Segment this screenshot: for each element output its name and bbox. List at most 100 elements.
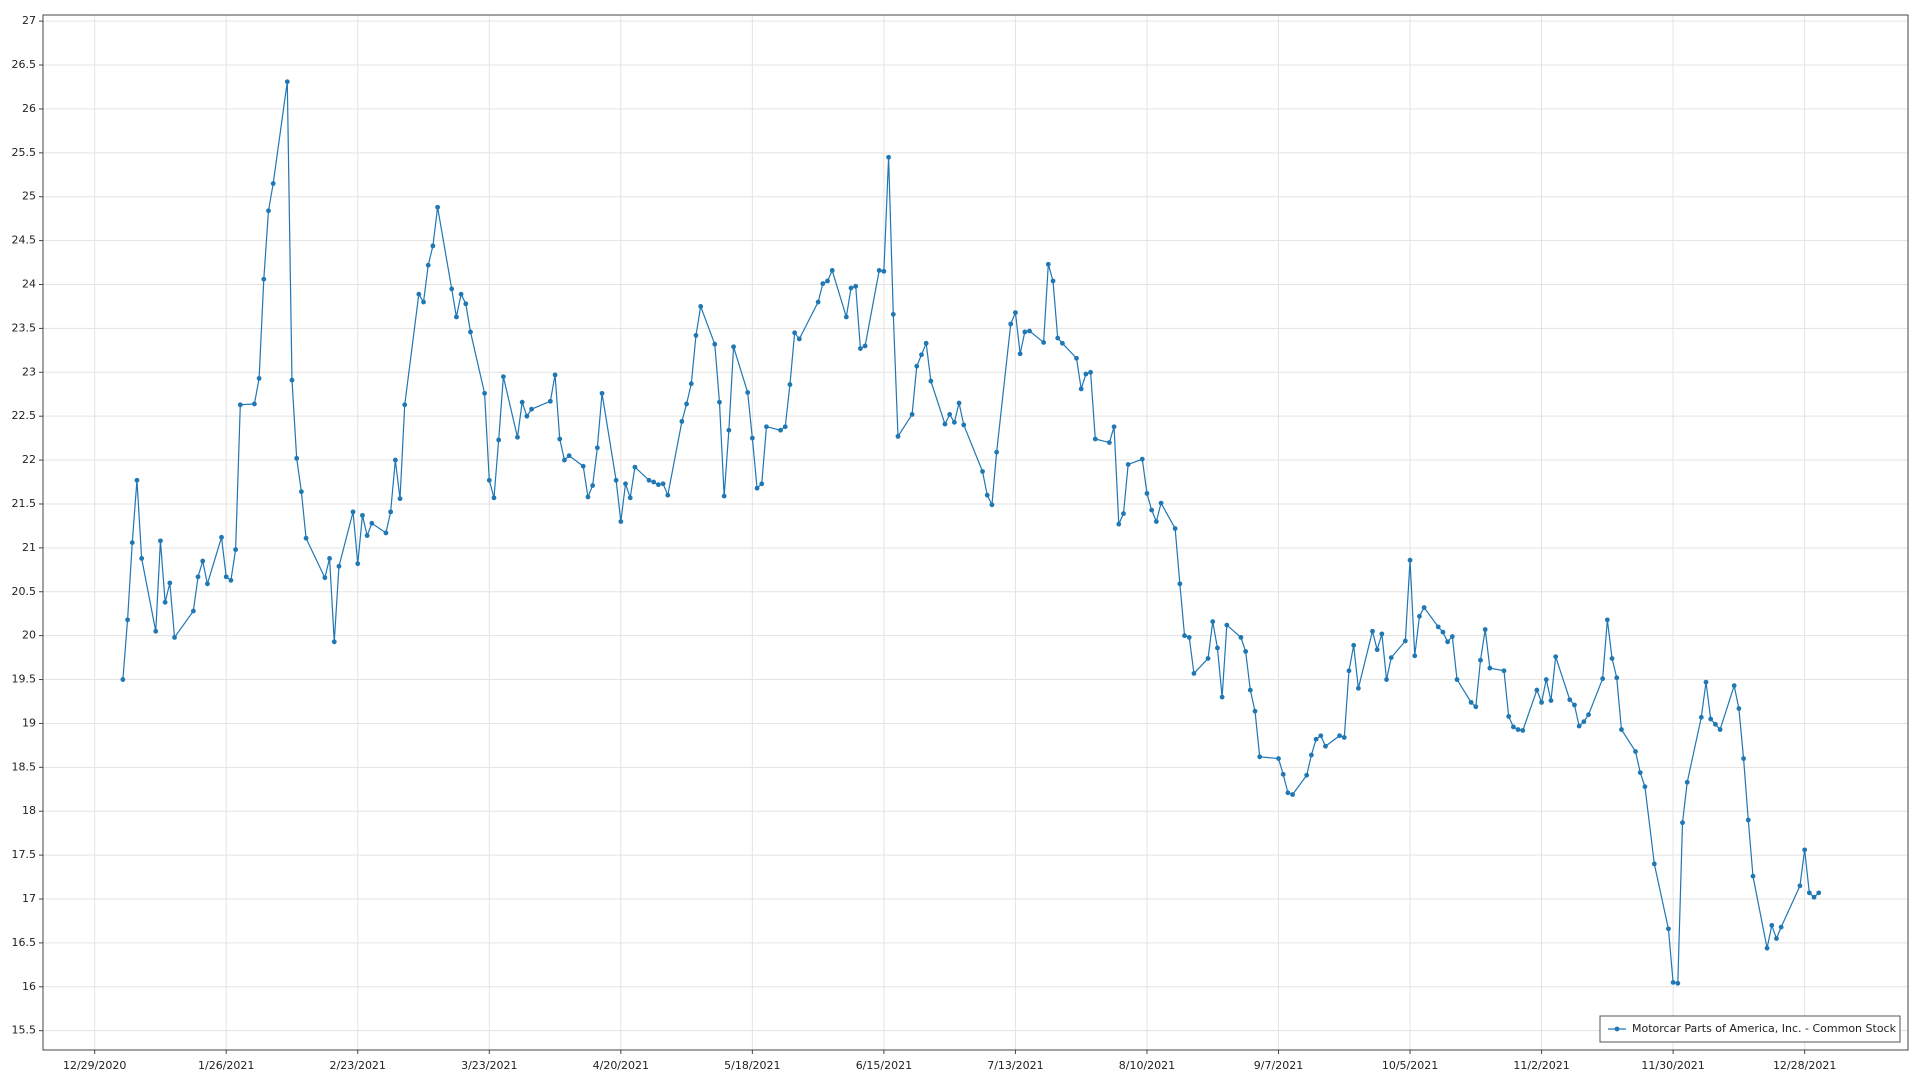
data-point [1633, 749, 1638, 754]
data-point [158, 538, 163, 544]
y-tick-label: 16 [22, 980, 36, 993]
data-point [1013, 310, 1018, 315]
data-point [547, 398, 553, 404]
data-point [284, 79, 290, 85]
data-point [1285, 790, 1291, 796]
data-point [1370, 628, 1375, 634]
data-point [1548, 698, 1554, 704]
y-tick-label: 19.5 [12, 673, 37, 686]
data-point [825, 278, 830, 284]
data-point [139, 555, 145, 561]
data-point [1666, 926, 1671, 932]
data-point [1111, 424, 1117, 430]
y-tick-label: 22 [22, 453, 36, 466]
data-point [1022, 329, 1028, 335]
data-point [416, 291, 422, 297]
data-point [1501, 668, 1507, 674]
data-point [1106, 440, 1112, 445]
data-point [1586, 712, 1591, 718]
y-tick-label: 23 [22, 365, 36, 378]
data-point [1515, 727, 1521, 732]
data-point [731, 344, 736, 350]
y-tick-label: 26 [22, 102, 36, 115]
data-point [1252, 708, 1258, 714]
data-point [219, 534, 224, 540]
data-point [172, 635, 177, 640]
data-point [858, 346, 863, 351]
data-point [261, 276, 267, 282]
y-tick-label: 25 [22, 190, 36, 203]
data-point [402, 402, 408, 408]
data-point [1191, 670, 1197, 676]
data-point [688, 381, 694, 387]
x-tick-label: 11/30/2021 [1641, 1059, 1704, 1072]
data-point [515, 434, 520, 440]
data-point [1379, 631, 1385, 637]
data-point [237, 402, 243, 408]
data-point [1205, 656, 1211, 661]
data-point [1487, 665, 1493, 671]
data-point [651, 479, 657, 485]
data-point [796, 336, 802, 342]
data-point [1116, 521, 1122, 527]
data-point [1121, 511, 1126, 517]
y-tick-label: 26.5 [12, 58, 37, 71]
data-point [336, 563, 342, 569]
data-point [961, 422, 967, 428]
data-point [331, 639, 337, 645]
data-point [843, 314, 849, 320]
data-point [195, 574, 201, 580]
x-tick-label: 6/15/2021 [856, 1059, 912, 1072]
y-tick-label: 21 [22, 541, 36, 554]
data-point [942, 421, 948, 427]
data-point [1614, 675, 1620, 681]
data-point [829, 268, 835, 273]
data-point [1055, 335, 1061, 341]
data-point [1712, 721, 1718, 727]
data-point [496, 437, 502, 443]
data-point [449, 286, 455, 292]
data-point [1604, 617, 1610, 623]
data-point [1750, 873, 1756, 879]
legend: Motorcar Parts of America, Inc. - Common… [1599, 1015, 1901, 1043]
plot-frame [42, 14, 1909, 1051]
data-point [369, 520, 375, 526]
data-point [1717, 727, 1723, 732]
data-point [1731, 683, 1737, 689]
data-point [1619, 727, 1624, 732]
data-point [1210, 619, 1216, 625]
data-point [1576, 723, 1582, 729]
data-point [876, 268, 882, 273]
data-point [1045, 261, 1051, 267]
data-point [951, 419, 957, 425]
data-point [1388, 655, 1394, 660]
data-point [1811, 894, 1817, 900]
data-point [1276, 756, 1281, 761]
data-point [1313, 736, 1319, 742]
data-point [1445, 639, 1451, 645]
data-point [947, 412, 953, 417]
data-point [486, 477, 492, 483]
data-point [590, 483, 596, 488]
data-point [1698, 714, 1704, 720]
y-tick-label: 27 [22, 14, 36, 27]
x-tick-label: 5/18/2021 [724, 1059, 780, 1072]
x-tick-label: 9/7/2021 [1254, 1059, 1303, 1072]
data-point [125, 617, 130, 623]
data-point [322, 575, 328, 581]
data-point [1144, 491, 1150, 496]
data-point [421, 299, 426, 305]
data-point [923, 340, 929, 346]
data-point [383, 530, 389, 536]
data-point [266, 208, 271, 214]
data-point [886, 154, 891, 160]
x-tick-label: 2/23/2021 [330, 1059, 386, 1072]
data-point [679, 419, 685, 424]
data-point [1017, 351, 1023, 357]
data-point [1572, 702, 1577, 708]
data-point [552, 372, 558, 378]
data-point [862, 343, 868, 349]
data-point [919, 352, 924, 358]
data-point [1374, 647, 1380, 653]
data-point [1417, 613, 1422, 619]
